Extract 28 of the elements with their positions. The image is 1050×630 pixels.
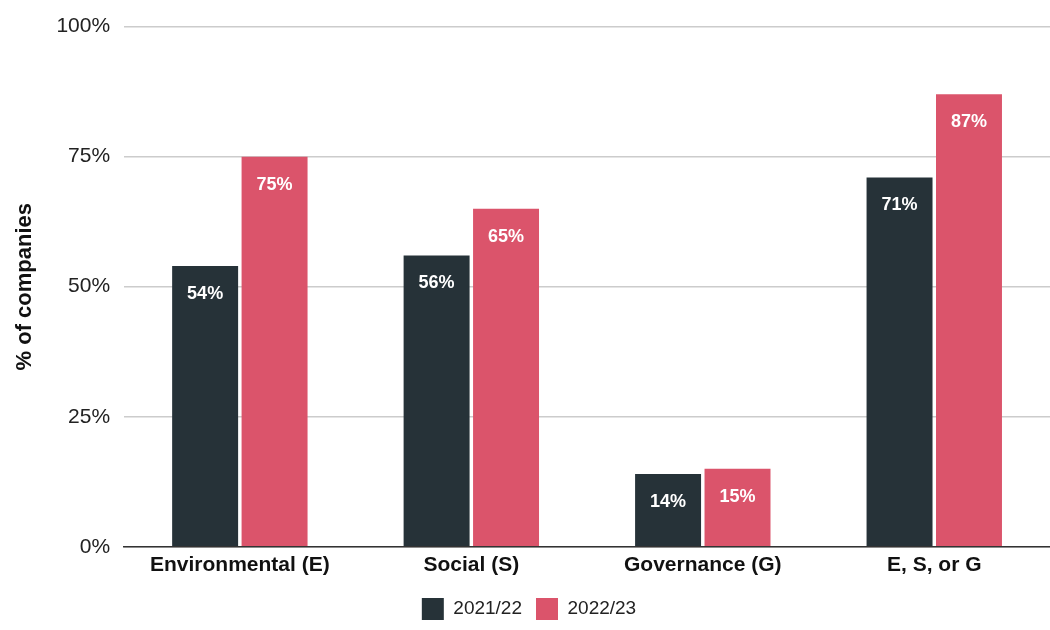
- data-label: 56%: [418, 272, 455, 293]
- y-tick-label: 0%: [79, 533, 111, 557]
- data-label: 75%: [256, 173, 293, 194]
- data-label: 14%: [650, 490, 687, 511]
- bar: [403, 255, 470, 547]
- x-tick-label: E, S, or G: [887, 552, 982, 576]
- bar: [866, 177, 933, 547]
- data-label: 87%: [950, 111, 987, 132]
- x-tick-label: Environmental (E): [149, 552, 330, 576]
- data-label: 65%: [488, 225, 525, 246]
- data-label: 54%: [187, 282, 224, 303]
- bar: [936, 94, 1002, 547]
- y-tick-label: 75%: [68, 143, 111, 167]
- y-axis-title: % of companies: [11, 202, 37, 371]
- bar: [473, 208, 540, 547]
- y-tick-label: 50%: [68, 273, 111, 297]
- bar: [635, 473, 702, 547]
- y-tick-label: 25%: [68, 403, 111, 427]
- legend-label: 2022/23: [567, 597, 637, 619]
- bar: [704, 468, 771, 547]
- bar: [241, 156, 308, 547]
- bar: [172, 265, 239, 547]
- x-tick-label: Social (S): [423, 552, 520, 576]
- data-label: 71%: [881, 194, 918, 215]
- legend-label: 2021/22: [453, 597, 523, 619]
- x-tick-label: Governance (G): [624, 552, 782, 576]
- y-tick-label: 100%: [56, 13, 111, 37]
- data-label: 15%: [719, 485, 756, 506]
